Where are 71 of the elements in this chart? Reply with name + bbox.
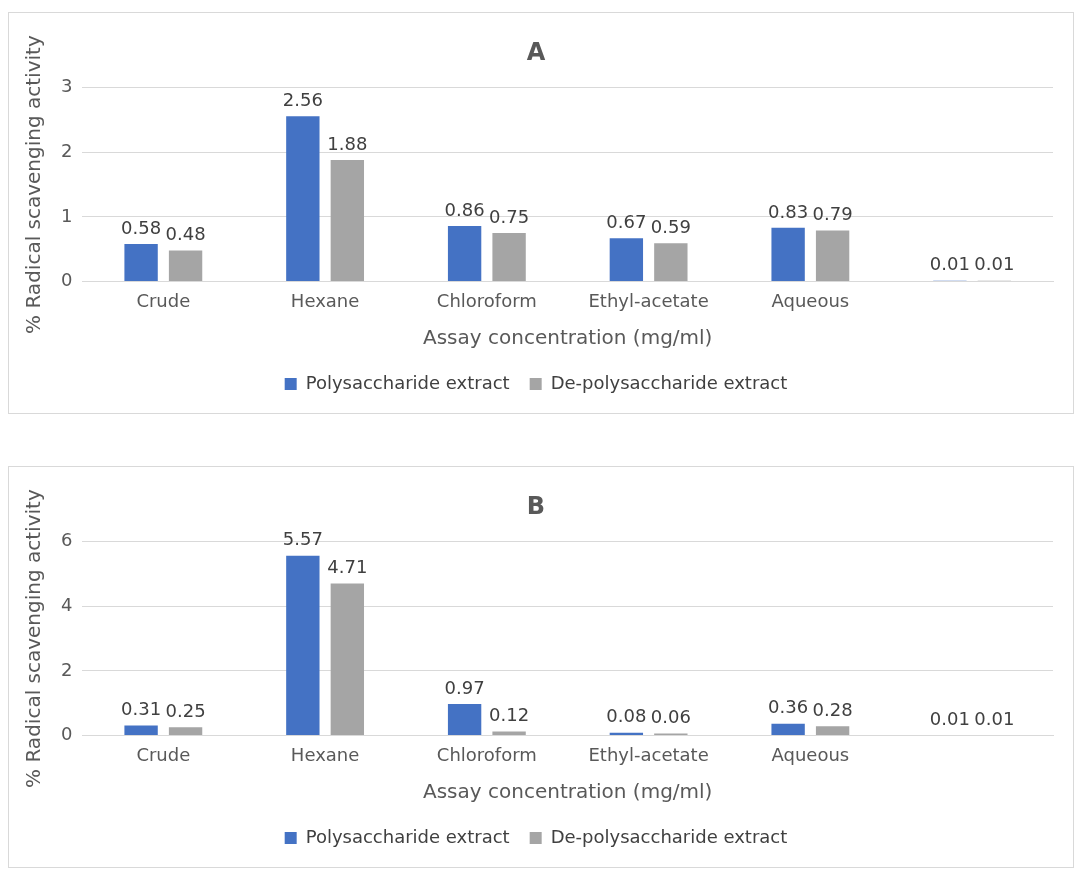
bar (492, 233, 526, 281)
data-label: 4.71 (327, 556, 368, 578)
legend-label: De-polysaccharide extract (550, 371, 788, 393)
data-label: 0.01 (974, 707, 1015, 729)
y-tick-label: 4 (61, 594, 73, 616)
data-label: 0.75 (489, 205, 530, 227)
data-label: 0.97 (444, 676, 485, 698)
data-label: 0.59 (650, 216, 691, 237)
data-label: 0.79 (812, 203, 853, 225)
data-label: 0.08 (606, 705, 647, 727)
y-axis-title: % Radical scavenging activity (21, 35, 46, 334)
x-tick-label: Ethyl-acetate (588, 743, 709, 765)
bar (286, 555, 320, 735)
data-label: 0.25 (165, 700, 206, 722)
chart-title: B (526, 491, 546, 520)
data-label: 0.86 (444, 198, 485, 220)
bar (124, 725, 158, 735)
y-tick-label: 0 (61, 723, 73, 745)
x-tick-label: Aqueous (771, 743, 850, 765)
data-label: 5.57 (282, 528, 323, 550)
data-label: 0.01 (974, 253, 1015, 275)
legend-label: De-polysaccharide extract (550, 825, 788, 847)
bar (330, 160, 365, 281)
y-axis-title: % Radical scavenging activity (21, 489, 46, 788)
x-axis-title: Assay concentration (mg/ml) (423, 325, 713, 350)
bar (330, 583, 365, 735)
bar (168, 727, 203, 735)
bar (609, 238, 644, 281)
x-tick-label: Ethyl-acetate (588, 289, 709, 311)
bar (815, 230, 850, 281)
y-tick-label: 1 (61, 204, 73, 226)
x-tick-label: Crude (136, 743, 191, 765)
data-label: 0.06 (650, 706, 691, 728)
bar (124, 243, 158, 281)
data-label: 0.01 (929, 253, 970, 275)
bar (609, 732, 644, 735)
y-tick-label: 0 (61, 269, 73, 291)
bar (654, 243, 688, 281)
x-tick-label: Chloroform (436, 289, 537, 311)
bar (771, 227, 805, 281)
data-label: 0.01 (929, 707, 970, 729)
legend-label: Polysaccharide extract (305, 371, 510, 393)
data-label: 0.48 (165, 223, 206, 245)
data-label: 0.83 (768, 200, 809, 222)
data-label: 0.12 (489, 704, 530, 726)
x-tick-label: Crude (136, 289, 191, 311)
data-label: 0.58 (121, 216, 162, 238)
y-tick-label: 3 (61, 75, 73, 97)
x-axis-title: Assay concentration (mg/ml) (423, 779, 713, 804)
data-label: 0.31 (121, 698, 162, 720)
chart-title: A (526, 37, 546, 66)
bar (492, 731, 526, 735)
x-tick-label: Hexane (290, 289, 360, 311)
y-tick-label: 6 (61, 529, 73, 551)
bar (447, 704, 482, 735)
x-tick-label: Chloroform (436, 743, 537, 765)
bar (168, 250, 203, 281)
data-label: 1.88 (327, 132, 368, 154)
bar (286, 116, 320, 281)
x-tick-label: Aqueous (771, 289, 850, 311)
data-label: 0.28 (812, 699, 853, 721)
y-tick-label: 2 (61, 140, 73, 162)
data-label: 0.67 (606, 210, 647, 232)
data-label: 2.56 (282, 88, 323, 110)
x-tick-label: Hexane (290, 743, 360, 765)
data-label: 0.36 (768, 696, 809, 718)
bar (447, 225, 482, 281)
y-tick-label: 2 (61, 658, 73, 680)
bar (815, 726, 850, 735)
bar (771, 723, 805, 735)
legend-label: Polysaccharide extract (305, 825, 510, 847)
